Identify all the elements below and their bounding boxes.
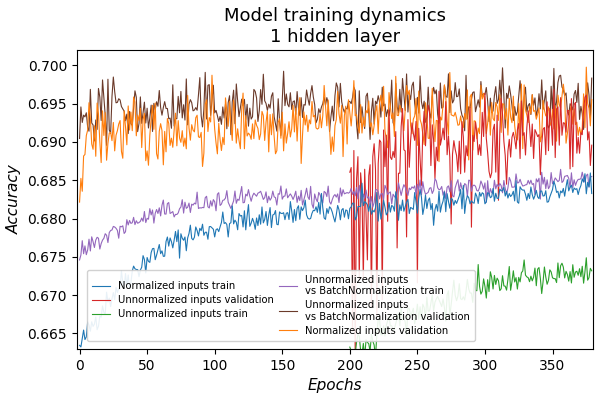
Unnormalized inputs train [350, 358, 358, 362]
Unnormalized inputs validation [376, 138, 383, 142]
Title: Model training dynamics
1 hidden layer: Model training dynamics 1 hidden layer [224, 7, 446, 46]
Line: Normalized inputs validation: Normalized inputs validation [80, 67, 592, 202]
Unnormalized inputs
vs BatchNormalization validation [499, 66, 506, 70]
Unnormalized inputs train [588, 268, 595, 273]
Unnormalized inputs train [346, 345, 353, 350]
Unnormalized inputs train [583, 255, 590, 260]
Normalized inputs validation [455, 122, 463, 127]
Line: Unnormalized inputs train: Unnormalized inputs train [350, 258, 592, 360]
Unnormalized inputs
vs BatchNormalization train [358, 200, 365, 205]
Legend: Normalized inputs train, Unnormalized inputs validation, Unnormalized inputs tra: Normalized inputs train, Unnormalized in… [87, 270, 475, 341]
Line: Unnormalized inputs validation: Unnormalized inputs validation [350, 90, 592, 357]
Normalized inputs train [169, 246, 176, 250]
Unnormalized inputs
vs BatchNormalization validation [360, 118, 367, 122]
Normalized inputs train [587, 170, 594, 175]
Normalized inputs train [77, 344, 85, 349]
Line: Unnormalized inputs
vs BatchNormalization train: Unnormalized inputs vs BatchNormalizatio… [80, 169, 592, 260]
Unnormalized inputs
vs BatchNormalization train [380, 197, 387, 202]
Unnormalized inputs train [376, 317, 383, 322]
Unnormalized inputs validation [352, 354, 359, 359]
Unnormalized inputs validation [350, 148, 358, 153]
Normalized inputs validation [304, 129, 311, 134]
Normalized inputs train [382, 205, 389, 210]
Y-axis label: Accuracy: Accuracy [7, 164, 22, 234]
Unnormalized inputs
vs BatchNormalization train [468, 189, 475, 194]
Line: Normalized inputs train: Normalized inputs train [80, 173, 592, 347]
Normalized inputs validation [583, 65, 590, 70]
X-axis label: Epochs: Epochs [308, 378, 362, 393]
Unnormalized inputs validation [588, 143, 595, 148]
Unnormalized inputs validation [346, 170, 353, 175]
Unnormalized inputs validation [583, 93, 590, 98]
Normalized inputs validation [358, 131, 365, 136]
Unnormalized inputs validation [398, 124, 405, 129]
Normalized inputs validation [76, 200, 83, 204]
Unnormalized inputs
vs BatchNormalization validation [457, 106, 464, 111]
Unnormalized inputs
vs BatchNormalization validation [469, 90, 476, 95]
Normalized inputs train [469, 200, 476, 205]
Unnormalized inputs
vs BatchNormalization train [455, 189, 463, 194]
Normalized inputs validation [168, 136, 175, 140]
Normalized inputs validation [380, 84, 387, 89]
Normalized inputs train [588, 191, 595, 196]
Normalized inputs validation [468, 92, 475, 96]
Line: Unnormalized inputs
vs BatchNormalization validation: Unnormalized inputs vs BatchNormalizatio… [80, 68, 592, 145]
Unnormalized inputs
vs BatchNormalization validation [305, 103, 313, 108]
Unnormalized inputs
vs BatchNormalization validation [103, 143, 110, 148]
Unnormalized inputs train [581, 269, 589, 274]
Unnormalized inputs
vs BatchNormalization train [588, 174, 595, 179]
Unnormalized inputs validation [564, 108, 571, 113]
Normalized inputs validation [588, 97, 595, 102]
Unnormalized inputs
vs BatchNormalization train [76, 258, 83, 262]
Unnormalized inputs
vs BatchNormalization validation [382, 102, 389, 106]
Unnormalized inputs
vs BatchNormalization validation [169, 82, 176, 87]
Unnormalized inputs validation [439, 126, 446, 130]
Normalized inputs train [360, 203, 367, 208]
Unnormalized inputs
vs BatchNormalization train [557, 167, 564, 172]
Unnormalized inputs train [398, 305, 405, 310]
Unnormalized inputs validation [550, 87, 557, 92]
Unnormalized inputs
vs BatchNormalization train [304, 194, 311, 199]
Normalized inputs train [305, 217, 313, 222]
Normalized inputs train [76, 343, 83, 348]
Unnormalized inputs train [439, 297, 446, 302]
Unnormalized inputs
vs BatchNormalization validation [76, 136, 83, 141]
Unnormalized inputs
vs BatchNormalization validation [588, 76, 595, 80]
Unnormalized inputs train [562, 269, 569, 274]
Unnormalized inputs
vs BatchNormalization train [168, 210, 175, 215]
Normalized inputs train [457, 187, 464, 192]
Unnormalized inputs train [352, 352, 359, 357]
